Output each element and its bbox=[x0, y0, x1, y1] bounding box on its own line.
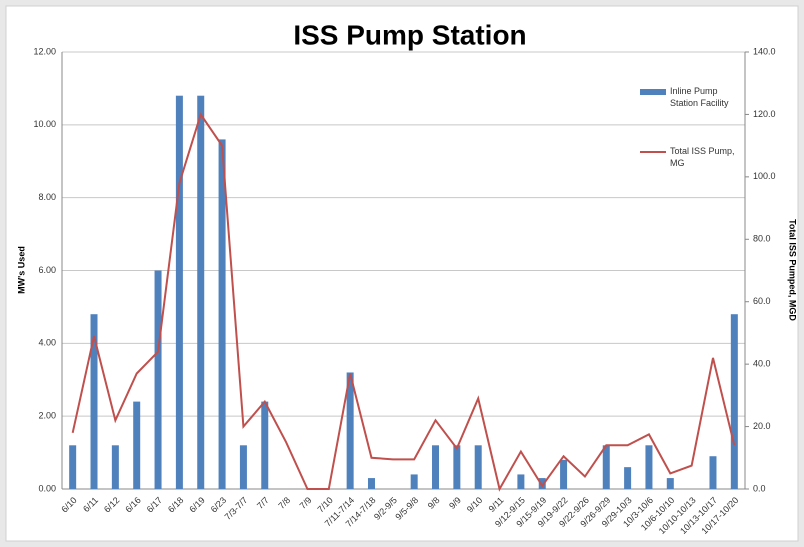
y-axis-label: MW's Used bbox=[16, 246, 26, 294]
y2-tick-label: 120.0 bbox=[753, 109, 776, 119]
y-tick-label: 8.00 bbox=[38, 192, 56, 202]
y-tick-label: 4.00 bbox=[38, 338, 56, 348]
bar bbox=[645, 445, 653, 489]
bar bbox=[410, 474, 418, 489]
y2-tick-label: 0.0 bbox=[753, 483, 766, 493]
chart-title: ISS Pump Station bbox=[293, 19, 526, 50]
bar bbox=[538, 478, 546, 489]
legend-swatch bbox=[640, 89, 666, 95]
bar bbox=[730, 314, 738, 489]
y2-axis-label: Total ISS Pumped, MGD bbox=[788, 219, 798, 321]
bar bbox=[602, 445, 610, 489]
y2-tick-label: 20.0 bbox=[753, 421, 771, 431]
bar bbox=[624, 467, 632, 489]
bar bbox=[239, 445, 247, 489]
bar bbox=[666, 478, 674, 489]
y-tick-label: 2.00 bbox=[38, 411, 56, 421]
bar bbox=[517, 474, 525, 489]
bar bbox=[367, 478, 375, 489]
y2-tick-label: 100.0 bbox=[753, 171, 776, 181]
y2-tick-label: 140.0 bbox=[753, 46, 776, 56]
bar bbox=[90, 314, 98, 489]
legend-label: Inline Pump Station Facility bbox=[670, 86, 729, 108]
y2-tick-label: 60.0 bbox=[753, 296, 771, 306]
bar bbox=[154, 270, 162, 489]
bar bbox=[197, 95, 205, 489]
bar bbox=[175, 95, 183, 489]
bar bbox=[346, 372, 354, 489]
bar bbox=[709, 456, 717, 489]
bar bbox=[111, 445, 119, 489]
bar bbox=[453, 445, 461, 489]
bar bbox=[218, 139, 226, 489]
y-tick-label: 0.00 bbox=[38, 483, 56, 493]
line bbox=[71, 112, 736, 492]
bar bbox=[261, 401, 269, 489]
y-tick-label: 12.00 bbox=[33, 46, 56, 56]
legend-label: Total ISS Pump, MG bbox=[670, 146, 735, 168]
bar bbox=[474, 445, 482, 489]
y2-tick-label: 40.0 bbox=[753, 359, 771, 369]
y-tick-label: 10.00 bbox=[33, 119, 56, 129]
y-tick-label: 6.00 bbox=[38, 265, 56, 275]
y2-tick-label: 80.0 bbox=[753, 234, 771, 244]
bar bbox=[69, 445, 77, 489]
bar bbox=[560, 459, 568, 489]
bar bbox=[133, 401, 141, 489]
bar bbox=[432, 445, 440, 489]
